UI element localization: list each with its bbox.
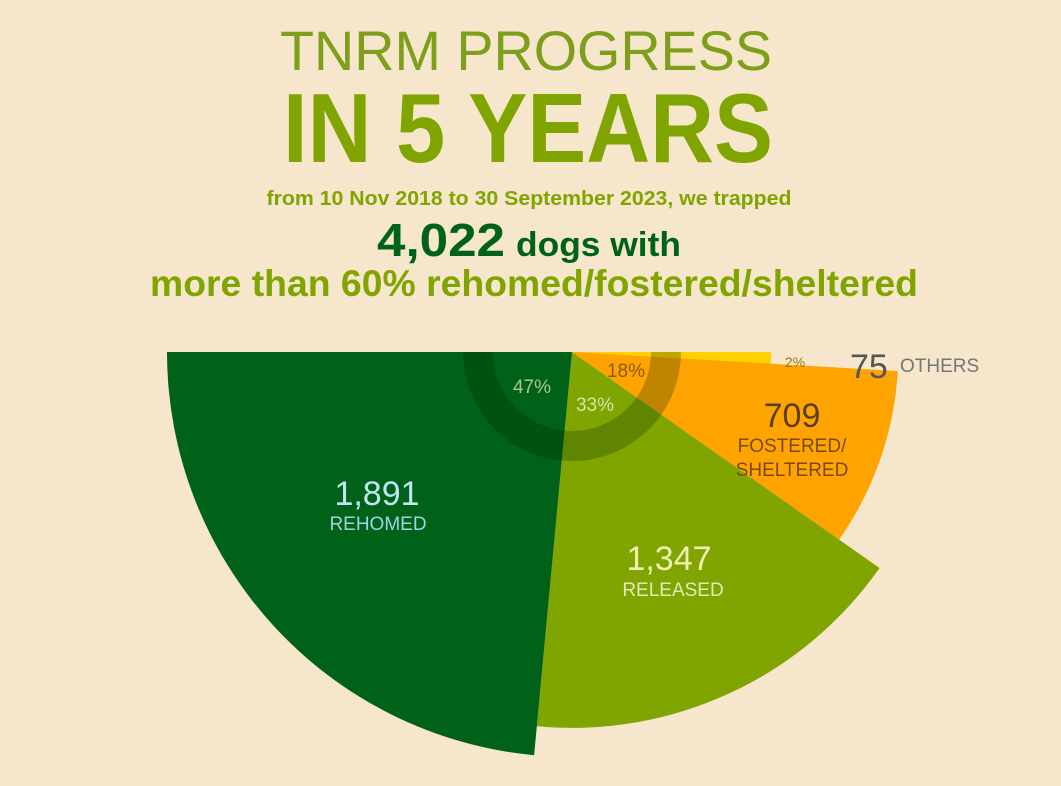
pct-label-released: 33% xyxy=(576,395,614,416)
slice-fostered xyxy=(572,352,898,540)
value-label-fostered: 709 xyxy=(764,397,821,435)
total-suffix: dogs with xyxy=(516,226,681,264)
title-line2: IN 5 YEARS xyxy=(283,73,773,183)
slice-released xyxy=(536,352,880,728)
value-label-released: 1,347 xyxy=(626,540,711,578)
value-label-others: 75 xyxy=(850,348,888,386)
total-count: 4,022 xyxy=(377,214,505,266)
slice-rehomed xyxy=(167,352,572,756)
name-label-fostered-line2: SHELTERED xyxy=(736,460,849,481)
name-label-others: OTHERS xyxy=(900,356,979,377)
value-label-rehomed: 1,891 xyxy=(334,475,419,513)
chart-labels: 47% 33% 18% 2% 1,891 REHOMED 1,347 RELEA… xyxy=(329,348,979,601)
pct-label-others: 2% xyxy=(785,354,805,370)
polar-chart xyxy=(167,352,898,756)
subtitle: from 10 Nov 2018 to 30 September 2023, w… xyxy=(267,188,792,210)
inner-ring xyxy=(463,352,681,461)
name-label-fostered-line1: FOSTERED/ xyxy=(738,436,847,457)
name-label-rehomed: REHOMED xyxy=(329,514,426,535)
name-label-released: RELEASED xyxy=(622,580,723,601)
pct-label-fostered: 18% xyxy=(607,361,645,382)
pct-label-rehomed: 47% xyxy=(513,377,551,398)
headline: more than 60% rehomed/fostered/sheltered xyxy=(150,263,918,304)
title-line1: TNRM PROGRESS xyxy=(280,19,772,82)
